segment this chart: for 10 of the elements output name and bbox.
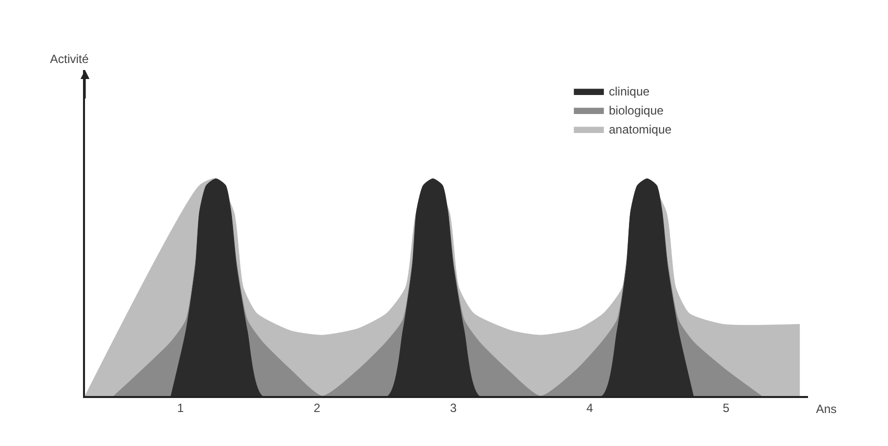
x-axis-title: Ans (816, 402, 837, 416)
legend-label: biologique (608, 104, 664, 118)
legend-label: clinique (608, 84, 650, 99)
x-tick-label: 3 (450, 401, 457, 416)
x-tick-label: 4 (586, 401, 594, 416)
x-tick-label: 2 (314, 401, 321, 416)
x-tick-label: 5 (722, 401, 730, 416)
legend-label: anatomique (608, 122, 672, 137)
text: Activité (50, 52, 90, 66)
x-tick-label: 1 (177, 401, 184, 416)
